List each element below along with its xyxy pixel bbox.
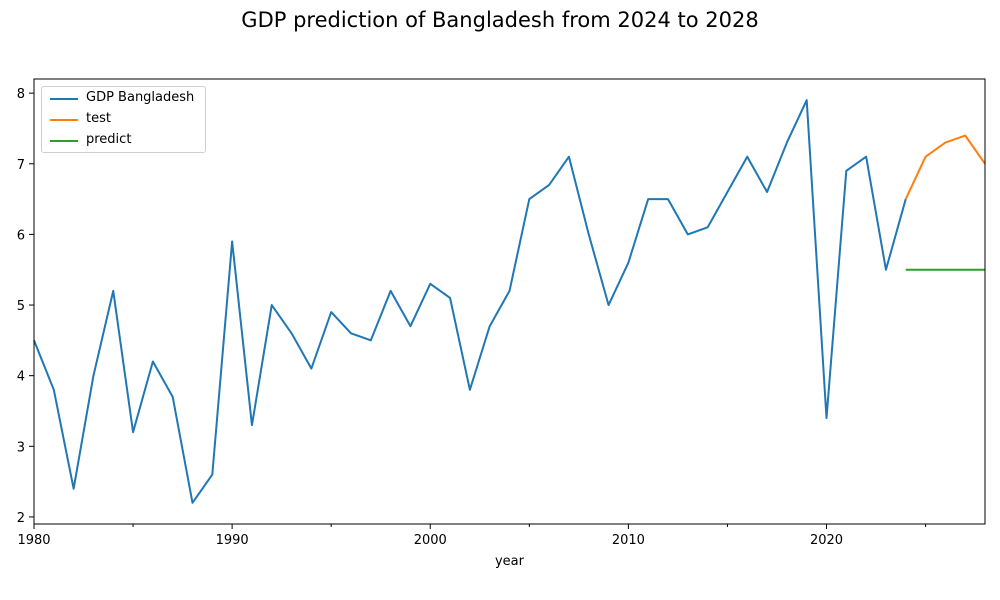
y-tick-label-2: 2 [17,511,25,526]
plot-frame [33,78,986,525]
legend-swatch-gdp [50,98,78,100]
chart-suptitle: GDP prediction of Bangladesh from 2024 t… [241,8,759,32]
x-tick-label-2000: 2000 [414,533,447,548]
series-line-0 [33,99,907,504]
x-axis-label: year [495,554,525,569]
y-tick-label-8: 8 [17,87,25,102]
y-tick-label-7: 7 [17,158,25,173]
x-tick-label-2020: 2020 [810,533,843,548]
legend-entry-gdp: GDP Bangladesh [42,89,205,109]
y-tick-label-4: 4 [17,370,25,385]
legend: GDP Bangladesh test predict [41,86,206,153]
y-tick-label-3: 3 [17,440,25,455]
legend-label-test: test [86,111,111,126]
x-tick-label-1990: 1990 [216,533,249,548]
legend-entry-predict: predict [42,131,205,151]
legend-swatch-test [50,119,78,121]
y-tick-label-6: 6 [17,228,25,243]
x-tick-label-2010: 2010 [612,533,645,548]
series-line-1 [904,134,986,200]
y-tick-label-5: 5 [17,299,25,314]
legend-label-predict: predict [86,132,132,147]
legend-label-gdp: GDP Bangladesh [86,90,195,105]
legend-entry-test: test [42,110,205,130]
legend-swatch-predict [50,140,78,142]
x-tick-label-1980: 1980 [17,533,50,548]
